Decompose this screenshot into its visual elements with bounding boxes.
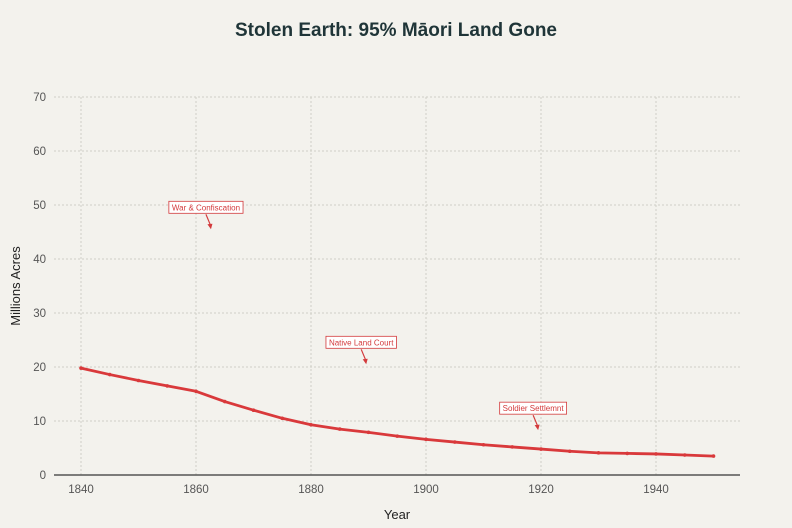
y-tick-label: 0 xyxy=(40,470,46,482)
data-point xyxy=(539,447,543,451)
x-tick-label: 1880 xyxy=(298,484,324,496)
annotation-box xyxy=(168,200,244,214)
y-tick-label: 50 xyxy=(33,200,46,212)
data-point xyxy=(222,399,227,404)
x-tick-label: 1900 xyxy=(413,484,439,496)
y-tick-label: 40 xyxy=(33,254,46,266)
x-tick-label: 1840 xyxy=(68,484,94,496)
data-point xyxy=(682,453,687,457)
data-point xyxy=(711,454,716,458)
series-line xyxy=(80,366,714,458)
data-point xyxy=(452,440,457,444)
y-tick-label: 20 xyxy=(33,362,46,374)
data-point xyxy=(596,451,601,455)
chart-title: Stolen Earth: 95% Māori Land Gone xyxy=(235,20,557,41)
data-point xyxy=(194,389,198,394)
data-point xyxy=(136,378,141,383)
data-point xyxy=(625,451,630,456)
annotation-label: War & Confiscation xyxy=(172,203,240,212)
x-tick-label: 1920 xyxy=(528,484,554,496)
x-tick-label: 1860 xyxy=(183,484,209,496)
data-point xyxy=(654,452,658,456)
data-point xyxy=(251,408,256,413)
annotation-arrowhead xyxy=(362,358,368,365)
annotation-label: Native Land Court xyxy=(329,338,394,347)
data-point xyxy=(79,366,83,370)
annotation-arrowhead xyxy=(207,223,213,230)
data-point xyxy=(337,427,342,431)
data-point xyxy=(567,449,572,454)
data-point xyxy=(395,434,400,438)
data-point xyxy=(366,430,371,435)
data-point xyxy=(165,384,170,388)
data-point xyxy=(107,372,112,377)
y-tick-label: 30 xyxy=(33,308,46,320)
data-point xyxy=(481,442,486,447)
y-tick-label: 10 xyxy=(33,416,46,428)
data-point xyxy=(424,437,428,442)
y-tick-label: 60 xyxy=(33,146,46,158)
data-point xyxy=(510,445,515,449)
annotation-box xyxy=(325,335,397,349)
annotation-box xyxy=(499,401,567,415)
y-tick-label: 70 xyxy=(33,92,46,104)
x-tick-label: 1940 xyxy=(643,484,669,496)
y-axis-label: Millions Acres xyxy=(8,246,23,326)
x-axis-label: Year xyxy=(384,507,411,522)
annotation-arrowhead xyxy=(534,424,540,431)
data-point xyxy=(309,422,313,427)
annotation-label: Soldier Settlemnt xyxy=(503,404,565,413)
data-point xyxy=(280,416,285,421)
